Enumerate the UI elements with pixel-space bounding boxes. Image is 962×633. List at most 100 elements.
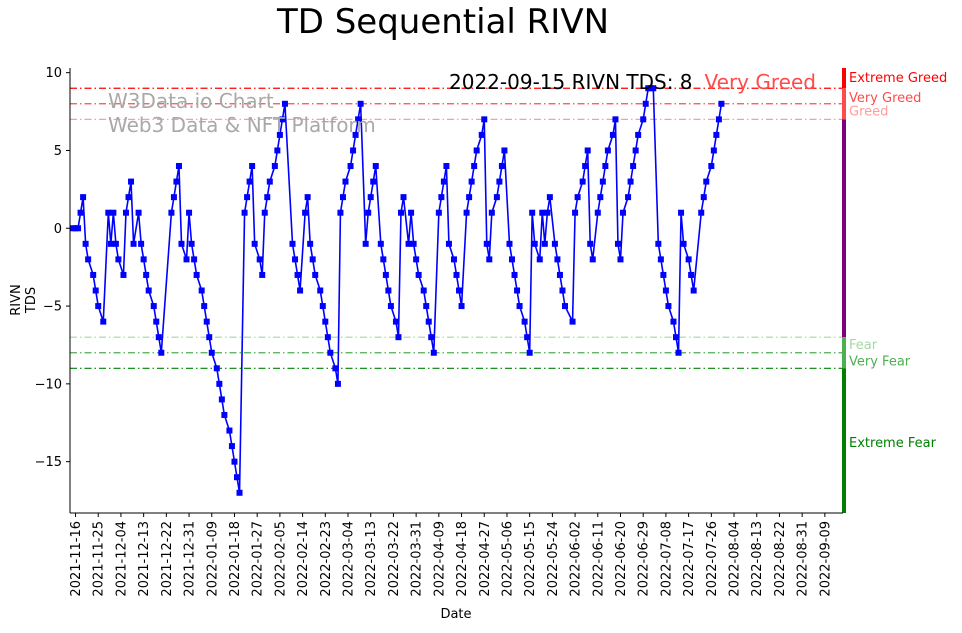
- data-point: [244, 194, 251, 201]
- data-point: [241, 209, 248, 216]
- data-point: [347, 163, 354, 170]
- data-point: [700, 194, 707, 201]
- data-point: [122, 209, 129, 216]
- x-tick-label: 2022-06-02: [569, 521, 584, 597]
- data-point: [614, 240, 621, 247]
- x-tick-label: 2022-09-09: [818, 521, 833, 597]
- data-point: [82, 240, 89, 247]
- data-point: [657, 256, 664, 263]
- data-point: [556, 271, 563, 278]
- data-point: [559, 287, 566, 294]
- x-tick-label: 2022-03-22: [387, 521, 402, 597]
- annotation-text: 2022-09-15 RIVN TDS: 8: [449, 70, 693, 94]
- x-tick-label: 2022-07-26: [705, 521, 720, 597]
- data-point: [332, 365, 339, 372]
- data-point: [216, 380, 223, 387]
- x-tick-label: 2021-11-16: [69, 521, 84, 597]
- data-point: [665, 303, 672, 310]
- data-point: [635, 131, 642, 138]
- x-tick-label: 2022-05-06: [500, 521, 515, 597]
- data-point: [529, 209, 536, 216]
- data-point: [228, 443, 235, 450]
- y-tick-label: 10: [45, 66, 62, 81]
- data-point: [554, 256, 561, 263]
- watermark-line2: Web3 Data & NFT Platform: [108, 113, 376, 137]
- data-point: [516, 303, 523, 310]
- data-point: [183, 256, 190, 263]
- data-point: [456, 287, 463, 294]
- data-point: [688, 271, 695, 278]
- data-point: [145, 287, 152, 294]
- data-point: [120, 271, 127, 278]
- data-point: [367, 194, 374, 201]
- data-point: [193, 271, 200, 278]
- data-point: [536, 256, 543, 263]
- zone-label-very-greed: Very Greed: [849, 91, 921, 106]
- data-point: [218, 396, 225, 403]
- x-tick-label: 2022-08-13: [750, 521, 765, 597]
- data-point: [438, 194, 445, 201]
- data-point: [539, 209, 546, 216]
- x-tick-label: 2022-04-27: [478, 521, 493, 597]
- data-point: [138, 240, 145, 247]
- data-point: [703, 178, 710, 185]
- x-tick-label: 2021-12-13: [137, 521, 152, 597]
- data-point: [445, 240, 452, 247]
- data-point: [498, 163, 505, 170]
- data-point: [708, 163, 715, 170]
- x-tick-label: 2021-12-04: [114, 521, 129, 597]
- data-point: [322, 318, 329, 325]
- data-point: [483, 240, 490, 247]
- data-point: [541, 240, 548, 247]
- data-point: [453, 271, 460, 278]
- data-point: [526, 349, 533, 356]
- data-point: [80, 194, 87, 201]
- data-point: [115, 256, 122, 263]
- data-point: [350, 147, 357, 154]
- data-point: [673, 334, 680, 341]
- data-point: [289, 240, 296, 247]
- data-point: [625, 194, 632, 201]
- data-point: [143, 271, 150, 278]
- x-tick-label: 2022-08-31: [796, 521, 811, 597]
- data-point: [572, 209, 579, 216]
- data-point: [213, 365, 220, 372]
- chart-title: TD Sequential RIVN: [276, 2, 610, 42]
- data-point: [246, 178, 253, 185]
- data-point: [276, 131, 283, 138]
- data-point: [602, 163, 609, 170]
- data-point: [392, 318, 399, 325]
- x-tick-label: 2022-07-17: [682, 521, 697, 597]
- data-point: [385, 287, 392, 294]
- data-point: [130, 240, 137, 247]
- data-point: [251, 240, 258, 247]
- data-point: [264, 194, 271, 201]
- data-point: [604, 147, 611, 154]
- data-point: [501, 147, 508, 154]
- y-tick-label: −10: [35, 377, 62, 392]
- data-point: [584, 147, 591, 154]
- data-point: [405, 240, 412, 247]
- data-point: [259, 271, 266, 278]
- data-point: [95, 303, 102, 310]
- data-point: [486, 256, 493, 263]
- data-point: [443, 163, 450, 170]
- data-point: [509, 256, 516, 263]
- data-point: [135, 209, 142, 216]
- data-point: [319, 303, 326, 310]
- data-point: [377, 240, 384, 247]
- data-point: [612, 116, 619, 123]
- data-point: [660, 271, 667, 278]
- data-point: [685, 256, 692, 263]
- zone-label-very-fear: Very Fear: [849, 355, 911, 370]
- data-point: [150, 303, 157, 310]
- data-point: [352, 131, 359, 138]
- data-point: [105, 209, 112, 216]
- data-point: [372, 163, 379, 170]
- data-point: [531, 240, 538, 247]
- data-point: [233, 474, 240, 481]
- data-point: [410, 240, 417, 247]
- data-point: [680, 240, 687, 247]
- data-point: [493, 194, 500, 201]
